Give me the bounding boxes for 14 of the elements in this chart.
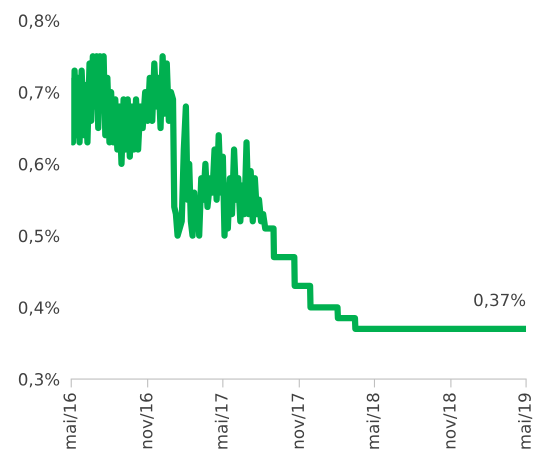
x-tick-label: nov/16 <box>140 393 154 448</box>
x-tick-label: mai/18 <box>366 393 381 449</box>
x-tick-label: mai/16 <box>63 393 78 449</box>
y-tick-label: 0,5% <box>18 230 60 244</box>
y-tick-label: 0,4% <box>18 301 60 316</box>
y-tick-label: 0,8% <box>18 14 60 29</box>
y-tick-label: 0,6% <box>18 158 60 172</box>
x-tick-label: nov/17 <box>292 394 306 448</box>
y-tick-label: 0,3% <box>18 373 60 388</box>
annotation: 0,37% <box>474 294 526 308</box>
x-tick-label: nov/18 <box>443 393 458 448</box>
y-tick-label: 0,7% <box>18 86 60 100</box>
x-tick-label: mai/17 <box>214 394 229 449</box>
x-tick-label: mai/19 <box>518 393 532 449</box>
